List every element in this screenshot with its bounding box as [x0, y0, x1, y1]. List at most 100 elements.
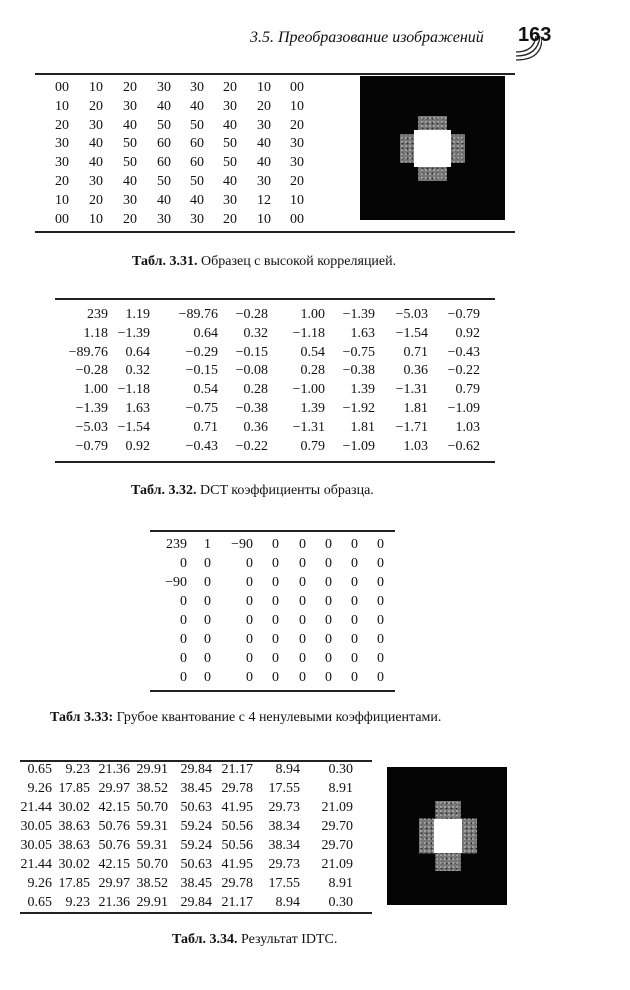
- table-cell: 30: [257, 117, 271, 133]
- table-cell: 0.64: [193, 325, 219, 341]
- table-cell: 21.36: [98, 762, 131, 777]
- table-cell: 30: [123, 98, 137, 114]
- table-cell: 38.63: [58, 819, 91, 834]
- table-cell: 0.65: [27, 762, 53, 777]
- table-cell: 0: [204, 594, 211, 609]
- table-cell: 1.00: [300, 307, 326, 322]
- table-rule: [150, 530, 395, 532]
- table-cell: −0.75: [185, 401, 218, 416]
- table-cell: 0: [377, 670, 384, 685]
- reconstructed-image: [387, 767, 507, 905]
- table-cell: 40: [157, 98, 171, 114]
- table-cell: 0.32: [243, 325, 269, 341]
- table-cell: 0: [246, 575, 253, 590]
- table-cell: 0: [325, 575, 332, 590]
- table-cell: 0: [272, 556, 279, 571]
- table-cell: 59.31: [136, 838, 169, 853]
- table-rule: [20, 912, 372, 914]
- table-cell: 0: [377, 632, 384, 647]
- table-cell: 20: [290, 117, 304, 133]
- table-cell: 50: [223, 155, 237, 171]
- table-cell: 9.26: [27, 876, 53, 891]
- table-cell: 17.55: [268, 876, 301, 891]
- table-cell: 1.19: [125, 307, 151, 322]
- table-cell: 41.95: [221, 800, 254, 815]
- table-cell: 0: [351, 594, 358, 609]
- table-cell: 29.70: [321, 819, 354, 834]
- table-cell: 0: [325, 594, 332, 609]
- table-cell: 0: [299, 556, 306, 571]
- table-cell: 50: [123, 136, 137, 152]
- table-cell: 60: [157, 155, 171, 171]
- table-cell: 00: [55, 211, 69, 227]
- table-cell: −0.38: [235, 401, 268, 416]
- table-cell: 21.44: [20, 800, 53, 815]
- running-title: 3.5. Преобразование изображений: [250, 29, 484, 46]
- table-cell: 0.28: [243, 382, 269, 398]
- table-cell: 0: [180, 632, 187, 647]
- table-rule: [55, 461, 495, 463]
- table-cell: −1.92: [342, 401, 375, 416]
- table-cell: 0: [246, 670, 253, 685]
- table-cell: 10: [55, 98, 69, 114]
- table-cell: −1.18: [292, 325, 325, 341]
- table-cell: 38.63: [58, 838, 91, 853]
- table-cell: 8.94: [275, 762, 301, 777]
- table-cell: 1.39: [300, 401, 326, 416]
- table-cell: 20: [223, 211, 237, 227]
- table-cell: 0: [299, 575, 306, 590]
- table-cell: 0: [272, 651, 279, 666]
- table-cell: 17.55: [268, 781, 301, 796]
- table-cell: 50.56: [221, 819, 254, 834]
- table-cell: 0.79: [300, 438, 326, 454]
- table-cell: −1.71: [395, 419, 428, 435]
- table-cell: 20: [290, 174, 304, 189]
- table-cell: 0.71: [193, 419, 219, 435]
- table-cell: 20: [123, 211, 137, 227]
- table-cell: 40: [190, 192, 204, 208]
- table-cell: 50: [190, 117, 204, 133]
- table-cell: 29.78: [221, 876, 254, 891]
- table-cell: 1.18: [83, 325, 109, 341]
- table-cell: 40: [190, 98, 204, 114]
- table-cell: 42.15: [98, 800, 131, 815]
- table-cell: 21.36: [98, 895, 131, 910]
- table-cell: 40: [157, 192, 171, 208]
- table-cell: 40: [223, 117, 237, 133]
- table-cell: 20: [55, 174, 69, 189]
- table-cell: 10: [89, 80, 103, 95]
- table-cell: 30.05: [20, 819, 53, 834]
- table-cell: 0: [351, 556, 358, 571]
- table-cell: −1.31: [292, 419, 325, 435]
- table-cell: 0: [272, 613, 279, 628]
- table-cell: 50.63: [180, 800, 213, 815]
- table-cell: 40: [257, 136, 271, 152]
- table-cell: 0: [246, 632, 253, 647]
- table-cell: 0: [272, 575, 279, 590]
- table-cell: −1.00: [292, 382, 325, 398]
- table-cell: 29.84: [180, 762, 213, 777]
- table-cell: 29.97: [98, 876, 131, 891]
- table-cell: 30: [290, 155, 304, 171]
- table-cell: 0: [299, 670, 306, 685]
- table-cell: 0: [272, 594, 279, 609]
- table-cell: 0: [377, 613, 384, 628]
- table-cell: 0.30: [328, 762, 354, 777]
- table-cell: 29.78: [221, 781, 254, 796]
- table-cell: 0: [246, 613, 253, 628]
- table-cell: 1.81: [403, 401, 429, 416]
- table-cell: 38.52: [136, 781, 169, 796]
- table-cell: 00: [290, 211, 304, 227]
- table-cell: 40: [89, 136, 103, 152]
- table-cell: 30: [157, 211, 171, 227]
- table-rule: [20, 760, 372, 762]
- table-cell: 29.73: [268, 857, 301, 872]
- table-cell: 0: [299, 632, 306, 647]
- table-cell: 38.34: [268, 838, 301, 853]
- table-cell: 9.23: [65, 895, 91, 910]
- table-cell: 0: [299, 651, 306, 666]
- table-cell: −5.03: [395, 307, 428, 322]
- table-cell: 0: [299, 613, 306, 628]
- table-cell: 30.02: [58, 800, 91, 815]
